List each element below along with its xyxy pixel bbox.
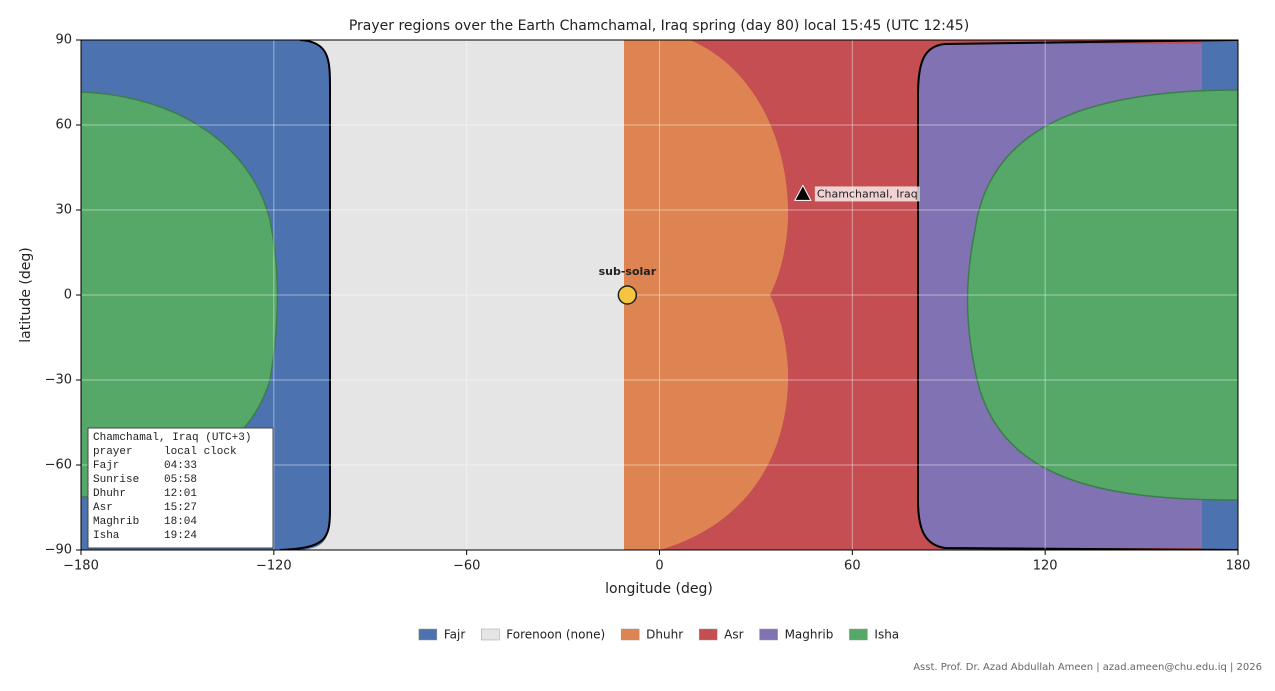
table-cell: 04:33: [164, 460, 197, 472]
x-tick-label: −60: [453, 559, 480, 574]
legend-label: Forenoon (none): [506, 628, 605, 642]
x-tick-label: 60: [844, 559, 861, 574]
table-cell: Asr: [93, 502, 113, 514]
legend: Fajr Forenoon (none) Dhuhr Asr Maghrib Isha: [418, 628, 899, 642]
boundary: [917, 40, 1238, 550]
legend-label: Isha: [874, 628, 899, 642]
table-header: prayer: [93, 446, 133, 458]
y-tick-label: 30: [55, 203, 72, 218]
table-cell: 05:58: [164, 474, 197, 486]
y-axis-label: latitude (deg): [18, 247, 34, 342]
legend-label: Asr: [724, 628, 743, 642]
table-cell: Fajr: [93, 460, 119, 472]
dhuhr-region: [624, 40, 789, 550]
legend-label: Dhuhr: [646, 628, 683, 642]
table-cell: Sunrise: [93, 474, 139, 486]
y-tick-label: 60: [55, 118, 72, 133]
y-tick-label: 0: [64, 288, 72, 303]
legend-swatch: [698, 628, 718, 641]
table-box: [87, 427, 274, 549]
x-tick-label: 0: [655, 559, 663, 574]
legend-label: Fajr: [444, 628, 465, 642]
chart-title: Prayer regions over the Earth Chamchamal…: [349, 18, 969, 34]
table-cell: Dhuhr: [93, 488, 126, 500]
footer: Asst. Prof. Dr. Azad Abdullah Ameen | az…: [913, 662, 1262, 673]
sub-solar-point: [617, 285, 638, 305]
table-cell: Isha: [93, 530, 120, 542]
point-label: sub-solar: [599, 265, 657, 278]
legend-swatch: [418, 628, 438, 641]
y-tick-label: −30: [45, 373, 72, 388]
forenoon-region: [300, 40, 624, 550]
y-tick-label: −90: [45, 543, 72, 558]
table-cell: 12:01: [164, 488, 197, 500]
table-cell: 19:24: [164, 530, 197, 542]
x-tick-label: −180: [63, 559, 99, 574]
x-tick-label: 180: [1226, 559, 1251, 574]
boundary: [279, 40, 331, 550]
y-tick-label: 90: [55, 33, 72, 48]
legend-label: Maghrib: [785, 628, 834, 642]
legend-swatch: [849, 628, 868, 641]
isha-region: [966, 89, 1238, 501]
table-header: local clock: [164, 446, 237, 458]
y-tick-label: −60: [45, 458, 72, 473]
legend-swatch: [481, 628, 500, 641]
legend-swatch: [620, 628, 640, 641]
table-cell: Maghrib: [93, 516, 139, 528]
x-axis-label: longitude (deg): [605, 581, 713, 597]
table-cell: 18:04: [164, 516, 197, 528]
region-layer: [81, 40, 1238, 550]
legend-swatch: [759, 628, 778, 641]
table-title: Chamchamal, Iraq (UTC+3): [93, 432, 251, 444]
point-label: Chamchamal, Iraq: [817, 187, 918, 200]
label-box: [814, 186, 920, 202]
table-cell: 15:27: [164, 502, 197, 514]
x-tick-label: −120: [256, 559, 292, 574]
info-table: Chamchamal, Iraq (UTC+3) prayer local cloc…: [87, 427, 274, 549]
location-marker: [794, 184, 812, 201]
x-tick-label: 120: [1033, 559, 1058, 574]
